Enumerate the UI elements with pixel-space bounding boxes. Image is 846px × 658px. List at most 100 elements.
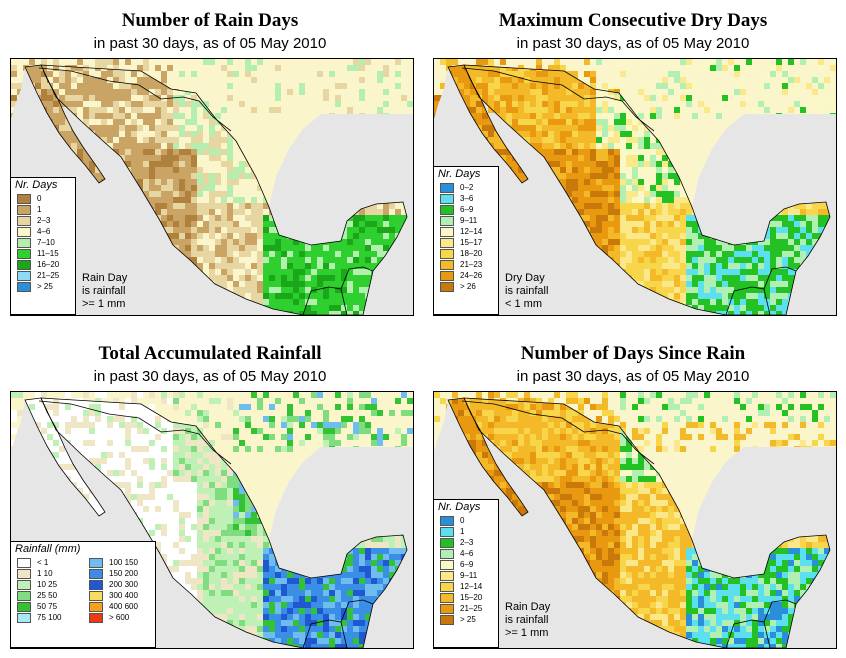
legend-label: 0–2 <box>460 183 474 192</box>
legend-label: 300 400 <box>109 591 138 600</box>
legend-item: 25 50 <box>11 590 81 601</box>
legend-label: 1 10 <box>37 569 53 578</box>
legend-item: 200 300 <box>83 579 153 590</box>
subtitle-prefix: in past 30 days, as of <box>93 35 240 52</box>
legend-label: 15–20 <box>460 593 483 602</box>
legend-label: 150 200 <box>109 569 138 578</box>
legend-swatch <box>440 604 454 614</box>
legend-item: 2–3 <box>434 537 498 548</box>
legend-swatch <box>17 558 31 568</box>
legend-label: 25 50 <box>37 591 58 600</box>
legend-label: 24–26 <box>460 271 483 280</box>
legend-item: 12–14 <box>434 581 498 592</box>
panel-days-since-rain: Number of Days Since Rain in past 30 day… <box>423 333 843 658</box>
legend-swatch <box>17 194 31 204</box>
legend-label: 10 25 <box>37 580 58 589</box>
legend-swatch <box>89 580 103 590</box>
legend-swatch <box>89 613 103 623</box>
legend-swatch <box>440 549 454 559</box>
legend-item: 0 <box>11 193 75 204</box>
panel-subtitle: in past 30 days, as of 05 May 2010 <box>423 35 843 52</box>
legend-item: 1 10 <box>11 568 81 579</box>
legend-swatch <box>440 238 454 248</box>
legend-label: 9–11 <box>460 216 478 225</box>
legend-swatch <box>17 282 31 292</box>
panel-subtitle: in past 30 days, as of 05 May 2010 <box>0 368 420 385</box>
legend-swatch <box>17 260 31 270</box>
map-days-since-rain <box>433 391 837 649</box>
legend-label: 12–14 <box>460 227 483 236</box>
legend-label: 6–9 <box>460 560 474 569</box>
legend-label: 2–3 <box>37 216 51 225</box>
legend-item: 15–17 <box>434 237 498 248</box>
note: Dry Day is rainfall < 1 mm <box>505 272 548 311</box>
legend-item: 18–20 <box>434 248 498 259</box>
panel-total-rainfall: Total Accumulated Rainfall in past 30 da… <box>0 333 420 658</box>
legend-swatch <box>440 538 454 548</box>
legend-label: 12–14 <box>460 582 483 591</box>
legend-swatch <box>17 580 31 590</box>
legend-label: 4–6 <box>460 549 474 558</box>
subtitle-date: 05 May 2010 <box>662 368 750 385</box>
note-line-2: is rainfall <box>505 614 549 626</box>
legend-title: Nr. Days <box>438 501 481 513</box>
note-line-1: Rain Day <box>82 272 128 284</box>
legend-item: 50 75 <box>11 601 81 612</box>
legend-swatch <box>440 227 454 237</box>
subtitle-date: 05 May 2010 <box>239 368 327 385</box>
legend-swatch <box>17 569 31 579</box>
legend-item: 1 <box>434 526 498 537</box>
note-line-3: < 1 mm <box>505 298 542 310</box>
legend: Nr. Days 0 1 2–3 4–6 7–10 11–15 16–20 21–25 > 25 <box>10 177 76 315</box>
panel-title: Number of Days Since Rain <box>520 343 746 364</box>
legend-label: 400 600 <box>109 602 138 611</box>
legend-swatch <box>17 613 31 623</box>
legend-label: 9–11 <box>460 571 478 580</box>
legend-label: 6–9 <box>460 205 474 214</box>
subtitle-prefix: in past 30 days, as of <box>516 35 663 52</box>
legend-swatch <box>17 205 31 215</box>
panel-title: Total Accumulated Rainfall <box>98 343 322 364</box>
panel-title: Maximum Consecutive Dry Days <box>498 10 768 31</box>
legend-item: 21–23 <box>434 259 498 270</box>
legend-swatch <box>440 216 454 226</box>
legend-label: < 1 <box>37 558 49 567</box>
legend-label: 0 <box>37 194 42 203</box>
legend-label: 3–6 <box>460 194 474 203</box>
legend-item: 300 400 <box>83 590 153 601</box>
legend-item: < 1 <box>11 557 81 568</box>
legend-swatch <box>440 527 454 537</box>
legend-item: 21–25 <box>434 603 498 614</box>
legend-label: 16–20 <box>37 260 60 269</box>
note-line-3: >= 1 mm <box>505 627 549 639</box>
note-line-2: is rainfall <box>82 285 126 297</box>
note-line-3: >= 1 mm <box>82 298 126 310</box>
legend-item: 150 200 <box>83 568 153 579</box>
subtitle-date: 05 May 2010 <box>662 35 750 52</box>
legend-label: 1 <box>37 205 42 214</box>
legend-item: 2–3 <box>11 215 75 226</box>
legend-item: 100 150 <box>83 557 153 568</box>
legend-swatch <box>440 194 454 204</box>
legend-label: 4–6 <box>37 227 51 236</box>
legend-swatch <box>89 602 103 612</box>
legend: Rainfall (mm) < 1 1 10 10 25 25 50 50 75 75 1… <box>10 541 156 648</box>
legend-item: 12–14 <box>434 226 498 237</box>
legend-title: Nr. Days <box>438 168 481 180</box>
panel-rain-days: Number of Rain Days in past 30 days, as … <box>0 0 420 325</box>
legend-label: 75 100 <box>37 613 62 622</box>
legend: Nr. Days 0 1 2–3 4–6 6–9 9–11 12–14 15–20 21–25 >… <box>433 499 499 648</box>
legend-swatch <box>17 271 31 281</box>
legend-swatch <box>89 569 103 579</box>
legend-label: 200 300 <box>109 580 138 589</box>
legend-item: 4–6 <box>434 548 498 559</box>
legend-title: Rainfall (mm) <box>15 543 81 555</box>
subtitle-prefix: in past 30 days, as of <box>516 368 663 385</box>
panel-subtitle: in past 30 days, as of 05 May 2010 <box>0 35 420 52</box>
legend-label: 15–17 <box>460 238 483 247</box>
legend-swatch <box>440 205 454 215</box>
legend-item: 0–2 <box>434 182 498 193</box>
legend-item: 0 <box>434 515 498 526</box>
legend-swatch <box>17 216 31 226</box>
legend-item: 4–6 <box>11 226 75 237</box>
